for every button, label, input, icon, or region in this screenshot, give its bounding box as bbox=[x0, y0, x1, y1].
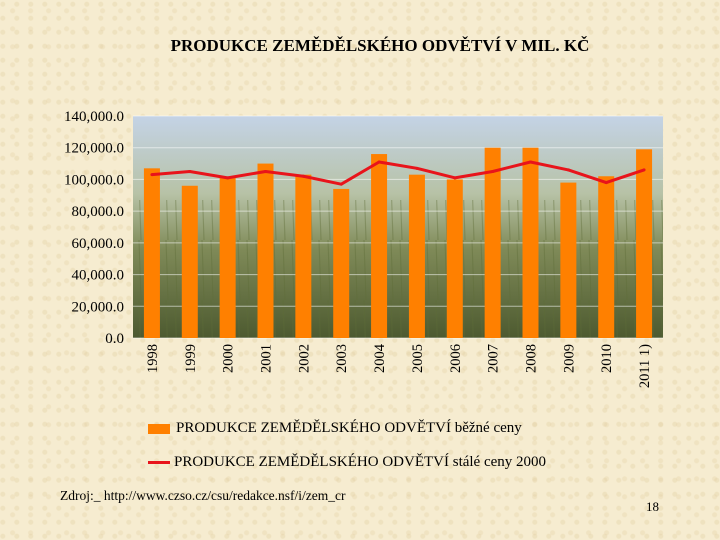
y-tick-label: 20,000.0 bbox=[72, 299, 125, 315]
x-tick-label: 1999 bbox=[183, 344, 199, 373]
legend-bar-swatch bbox=[148, 423, 170, 434]
y-tick-label: 80,000.0 bbox=[72, 204, 125, 220]
bar bbox=[636, 149, 653, 338]
chart-title: PRODUKCE ZEMĚDĚLSKÉHO ODVĚTVÍ V MIL. KČ bbox=[170, 36, 590, 55]
legend-item-line: PRODUKCE ZEMĚDĚLSKÉHO ODVĚTVÍ stálé ceny… bbox=[148, 454, 546, 471]
line-point bbox=[301, 174, 305, 178]
bar bbox=[257, 163, 274, 338]
bar bbox=[560, 182, 577, 338]
bar-series bbox=[143, 147, 653, 338]
line-point bbox=[188, 170, 192, 173]
bar bbox=[181, 185, 198, 338]
x-tick-label: 2002 bbox=[296, 344, 312, 373]
bar bbox=[371, 154, 388, 338]
legend-item-bar: PRODUKCE ZEMĚDĚLSKÉHO ODVĚTVÍ běžné ceny bbox=[148, 420, 522, 437]
line-point bbox=[264, 170, 267, 173]
legend-line-swatch bbox=[148, 461, 170, 464]
x-tick-label: 2009 bbox=[561, 344, 577, 373]
line-point bbox=[566, 168, 570, 172]
line-point bbox=[604, 181, 608, 185]
line-point bbox=[150, 173, 154, 177]
x-tick-label: 2010 bbox=[599, 344, 615, 373]
line-point bbox=[339, 182, 343, 186]
y-tick-label: 100,000.0 bbox=[64, 172, 124, 188]
line-series bbox=[150, 160, 646, 186]
bar bbox=[408, 174, 425, 338]
line-point bbox=[529, 160, 532, 164]
line-point bbox=[491, 170, 495, 173]
bar bbox=[446, 179, 463, 338]
line-point bbox=[453, 176, 457, 180]
chart: 0.0 20,000.0 40,000.0 60,000.0 80,000.0 100,0… bbox=[64, 109, 663, 388]
line-point bbox=[226, 176, 230, 180]
x-tick-label: 2003 bbox=[334, 344, 350, 373]
bar bbox=[333, 188, 350, 338]
y-axis-labels: 0.0 20,000.0 40,000.0 60,000.0 80,000.0 100,0… bbox=[64, 109, 124, 347]
bar bbox=[598, 176, 615, 338]
x-tick-label: 2006 bbox=[448, 344, 464, 373]
x-tick-label: 2007 bbox=[486, 344, 502, 373]
bar bbox=[143, 168, 160, 338]
y-tick-label: 60,000.0 bbox=[72, 236, 125, 252]
line-point bbox=[377, 160, 381, 164]
x-tick-label: 1998 bbox=[145, 344, 161, 373]
x-axis-labels: 1998 1999 2000 2001 2002 2003 2004 2005 2006 2007… bbox=[145, 343, 653, 388]
x-tick-label: 2001 bbox=[259, 344, 275, 373]
line-path bbox=[151, 160, 645, 186]
x-tick-label: 2000 bbox=[221, 344, 237, 373]
y-tick-label: 120,000.0 bbox=[64, 141, 124, 157]
bar bbox=[295, 174, 312, 338]
line-point bbox=[415, 166, 419, 170]
x-tick-label: 2008 bbox=[524, 344, 540, 373]
y-tick-label: 40,000.0 bbox=[72, 268, 125, 284]
y-tick-label: 140,000.0 bbox=[64, 109, 124, 125]
page-number: 18 bbox=[646, 499, 659, 514]
x-tick-label: 2011 1) bbox=[637, 344, 653, 388]
bar bbox=[522, 147, 539, 338]
source-note: Zdroj:_ http://www.czso.cz/csu/redakce.n… bbox=[60, 488, 346, 503]
y-tick-label: 0.0 bbox=[105, 331, 124, 347]
legend-line-label: PRODUKCE ZEMĚDĚLSKÉHO ODVĚTVÍ stálé ceny… bbox=[174, 454, 547, 470]
x-tick-label: 2005 bbox=[410, 344, 426, 373]
x-tick-label: 2004 bbox=[372, 343, 388, 373]
bar bbox=[484, 147, 501, 338]
plot-background bbox=[133, 116, 663, 338]
legend-bar-label: PRODUKCE ZEMĚDĚLSKÉHO ODVĚTVÍ běžné ceny bbox=[176, 420, 522, 436]
bar bbox=[219, 177, 236, 338]
line-point bbox=[642, 168, 646, 172]
